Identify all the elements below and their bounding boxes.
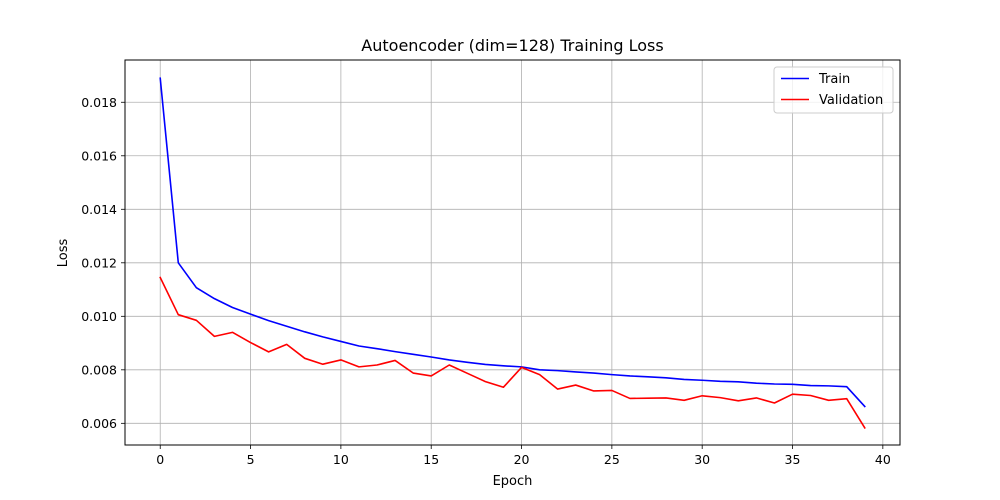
y-tick-label: 0.012 xyxy=(81,255,117,270)
y-tick-label: 0.008 xyxy=(81,362,117,377)
legend: Train Validation xyxy=(773,66,894,114)
y-tick-label: 0.010 xyxy=(81,309,117,324)
y-tick-label: 0.014 xyxy=(81,202,117,217)
x-tick-label: 15 xyxy=(423,452,439,467)
plot-frame xyxy=(124,59,901,446)
y-tick-label: 0.006 xyxy=(81,416,117,431)
y-tick-label: 0.016 xyxy=(81,148,117,163)
y-axis-label: Loss xyxy=(56,239,71,268)
x-tick-label: 25 xyxy=(604,452,620,467)
x-axis-label: Epoch xyxy=(493,474,533,489)
x-tick-label: 10 xyxy=(333,452,349,467)
x-tick-label: 40 xyxy=(875,452,891,467)
series-line-validation xyxy=(159,276,866,429)
series-line-train xyxy=(159,77,866,408)
x-tick-label: 5 xyxy=(247,452,255,467)
series-lines xyxy=(159,77,866,429)
legend-label-train: Train xyxy=(818,72,850,87)
grid xyxy=(125,60,900,445)
x-tick-label: 30 xyxy=(694,452,710,467)
axis-ticks: 0 5 10 15 20 25 30 35 40 0.006 0.008 0.010 0.012 0.01… xyxy=(81,95,891,467)
x-tick-label: 20 xyxy=(514,452,530,467)
chart-title: Autoencoder (dim=128) Training Loss xyxy=(361,36,663,55)
x-tick-label: 0 xyxy=(156,452,164,467)
legend-label-validation: Validation xyxy=(819,93,883,108)
y-tick-label: 0.018 xyxy=(81,95,117,110)
x-tick-label: 35 xyxy=(785,452,801,467)
